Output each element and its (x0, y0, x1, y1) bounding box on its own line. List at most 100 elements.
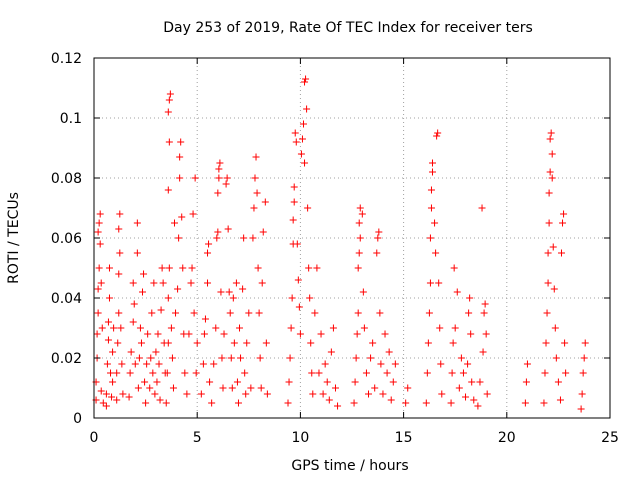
data-point (193, 339, 201, 347)
data-point (210, 360, 218, 368)
data-point (109, 378, 117, 386)
data-point (140, 270, 148, 278)
data-point (205, 240, 213, 248)
data-point (522, 378, 530, 386)
data-point (233, 378, 241, 386)
data-point (383, 369, 391, 377)
data-point (129, 318, 137, 326)
data-point (402, 399, 410, 407)
data-point (97, 279, 105, 287)
data-point (94, 228, 102, 236)
data-point (297, 150, 305, 158)
data-point (543, 309, 551, 317)
data-point (158, 264, 166, 272)
data-point (97, 387, 105, 395)
data-point (355, 219, 363, 227)
data-point (108, 393, 116, 401)
data-point (541, 369, 549, 377)
data-point (213, 234, 221, 242)
y-tick-label: 0 (73, 411, 82, 427)
data-point (426, 279, 434, 287)
data-point (305, 264, 313, 272)
data-point (172, 309, 180, 317)
data-point (214, 228, 222, 236)
y-tick-label: 0.04 (51, 291, 82, 307)
data-point (549, 243, 557, 251)
data-point (236, 324, 244, 332)
data-point (104, 336, 112, 344)
data-point (422, 399, 430, 407)
data-point (356, 234, 364, 242)
data-point (581, 339, 589, 347)
data-point (424, 339, 432, 347)
data-point (164, 186, 172, 194)
data-point (325, 396, 333, 404)
data-point (546, 135, 554, 143)
data-point (313, 264, 321, 272)
data-point (389, 378, 397, 386)
data-point (546, 168, 554, 176)
data-point (96, 240, 104, 248)
data-point (373, 249, 381, 257)
data-point (178, 213, 186, 221)
data-point (379, 390, 387, 398)
data-point (133, 219, 141, 227)
data-point (159, 279, 167, 287)
data-point (227, 354, 235, 362)
data-point (455, 384, 463, 392)
data-point (447, 399, 455, 407)
data-point (427, 186, 435, 194)
data-point (155, 360, 163, 368)
data-point (98, 324, 106, 332)
data-point (462, 393, 470, 401)
data-point (156, 396, 164, 404)
data-point (143, 360, 151, 368)
data-point (544, 279, 552, 287)
data-point (96, 210, 104, 218)
data-point (144, 330, 152, 338)
data-point (134, 384, 142, 392)
data-point (241, 369, 249, 377)
x-tick-label: 15 (395, 430, 413, 446)
data-point (215, 174, 223, 182)
data-point (208, 399, 216, 407)
data-point (423, 369, 431, 377)
data-point (355, 249, 363, 257)
data-point (468, 378, 476, 386)
data-point (356, 204, 364, 212)
data-point (257, 384, 265, 392)
data-point (466, 294, 474, 302)
data-point (176, 174, 184, 182)
data-point (175, 234, 183, 242)
data-point (136, 324, 144, 332)
data-point (303, 105, 311, 113)
data-point (479, 348, 487, 356)
data-point (174, 285, 182, 293)
data-point (240, 234, 248, 242)
data-point (262, 339, 270, 347)
data-point (258, 279, 266, 287)
y-tick-label: 0.12 (51, 51, 82, 67)
data-point (548, 174, 556, 182)
data-point (99, 399, 107, 407)
data-point (371, 384, 379, 392)
data-point (351, 378, 359, 386)
data-point (547, 129, 555, 137)
data-point (250, 204, 258, 212)
data-point (294, 276, 302, 284)
data-point (146, 384, 154, 392)
data-point (218, 354, 226, 362)
data-point (191, 174, 199, 182)
data-point (105, 264, 113, 272)
data-point (150, 279, 158, 287)
data-point (470, 396, 478, 404)
data-point (323, 378, 331, 386)
data-point (212, 324, 220, 332)
data-point (557, 249, 565, 257)
x-axis-label: GPS time / hours (291, 458, 408, 474)
data-point (131, 360, 139, 368)
data-point (215, 165, 223, 173)
data-point (362, 369, 370, 377)
data-point (125, 393, 133, 401)
data-point (321, 360, 329, 368)
